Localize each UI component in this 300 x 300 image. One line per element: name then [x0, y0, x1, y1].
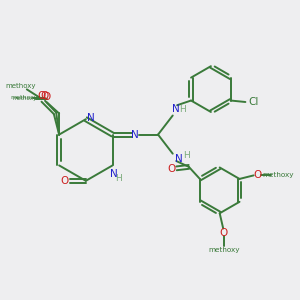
- Text: methoxy: methoxy: [10, 95, 38, 101]
- Text: methoxy: methoxy: [262, 172, 293, 178]
- Text: O: O: [167, 164, 176, 174]
- Text: O: O: [220, 228, 228, 238]
- Text: N: N: [110, 169, 118, 178]
- Text: methoxy: methoxy: [6, 83, 36, 89]
- Text: H: H: [183, 151, 190, 160]
- Text: O: O: [38, 92, 46, 101]
- Text: O: O: [60, 176, 68, 186]
- Text: methoxy: methoxy: [208, 247, 240, 253]
- Text: H: H: [180, 104, 186, 113]
- Text: Cl: Cl: [248, 97, 259, 107]
- Text: O: O: [253, 170, 261, 180]
- Text: O: O: [40, 91, 48, 100]
- Text: H: H: [116, 174, 122, 183]
- Text: N: N: [172, 104, 180, 114]
- Text: O: O: [43, 92, 51, 102]
- Text: N: N: [131, 130, 138, 140]
- Text: N: N: [87, 113, 95, 123]
- Text: N: N: [175, 154, 183, 164]
- Text: methoxy: methoxy: [13, 96, 37, 101]
